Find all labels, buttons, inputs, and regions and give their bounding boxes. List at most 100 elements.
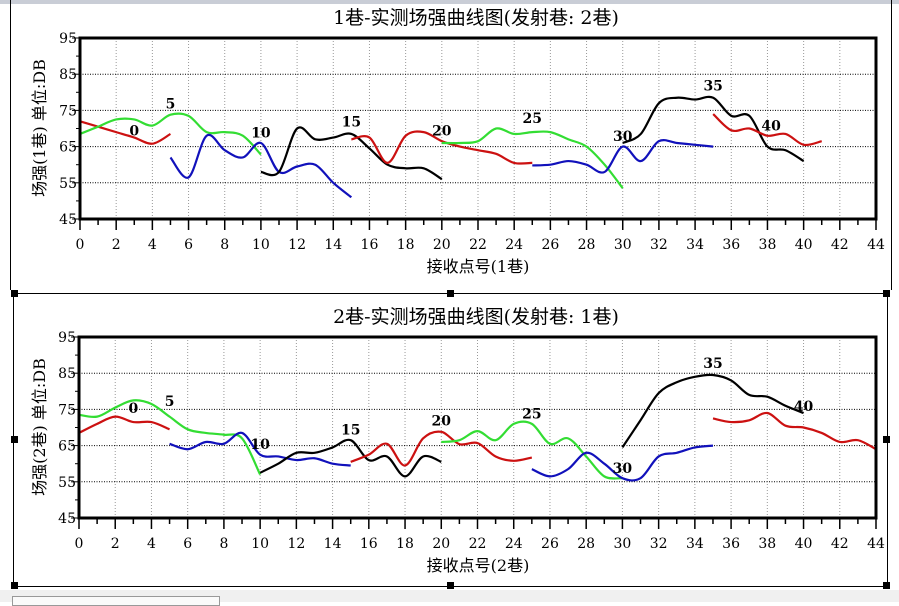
series-label-25: 25 xyxy=(522,406,541,422)
x-tick-label: 32 xyxy=(650,536,668,552)
x-tick-label: 34 xyxy=(686,237,704,253)
x-tick-label: 42 xyxy=(831,237,849,253)
series-line-5 xyxy=(79,112,262,156)
x-tick-label: 8 xyxy=(220,237,229,253)
x-tick-label: 0 xyxy=(76,237,85,253)
x-tick-label: 26 xyxy=(541,536,559,552)
sheet-tab[interactable] xyxy=(12,596,220,606)
x-tick-label: 34 xyxy=(686,536,704,552)
x-tick-label: 22 xyxy=(469,536,487,552)
series-line-40 xyxy=(712,411,877,451)
x-tick-label: 28 xyxy=(577,536,595,552)
x-tick-label: 6 xyxy=(183,536,192,552)
chart-2: 0 2 4 6 8 10 12 14 16 18 20 22 24 26 28 30 32 34 36 38 40 42 4… xyxy=(58,330,885,552)
series-line-15 xyxy=(260,126,443,181)
resize-handle-right[interactable] xyxy=(883,436,890,443)
x-tick-label: 28 xyxy=(578,237,596,253)
x-tick-label: 40 xyxy=(795,237,813,253)
series-label-30: 30 xyxy=(613,461,633,477)
y-tick-label: 95 xyxy=(58,330,76,346)
chart-1-title: 1巷-实测场强曲线图(发射巷: 2巷) xyxy=(333,7,619,29)
chart-1-x-axis-label: 接收点号(1巷) xyxy=(426,257,530,276)
series-label-20: 20 xyxy=(432,414,452,430)
plot-area-border xyxy=(77,335,878,520)
y-tick-label: 85 xyxy=(58,366,76,382)
x-tick-label: 38 xyxy=(758,536,776,552)
resize-handle-top-right[interactable] xyxy=(883,290,890,297)
y-tick-label: 65 xyxy=(58,439,76,455)
series-line-30 xyxy=(531,444,714,482)
chart-2-title: 2巷-实测场强曲线图(发射巷: 1巷) xyxy=(333,306,619,328)
x-tick-label: 44 xyxy=(867,536,885,552)
resize-handle-bottom-left[interactable] xyxy=(11,582,18,589)
resize-handle-top-left[interactable] xyxy=(11,290,18,297)
x-tick-label: 42 xyxy=(831,536,849,552)
x-tick-label: 2 xyxy=(111,536,120,552)
series-line-25 xyxy=(441,127,624,189)
x-tick-label: 20 xyxy=(433,237,451,253)
chart-1-frame[interactable] xyxy=(10,0,892,290)
x-tick-label: 12 xyxy=(288,237,306,253)
series-line-20 xyxy=(350,430,533,467)
chart-2-x-axis-label: 接收点号(2巷) xyxy=(426,556,530,575)
x-tick-label: 44 xyxy=(867,237,885,253)
series-line-10 xyxy=(169,431,351,467)
y-tick-label: 55 xyxy=(58,475,76,491)
x-tick-label: 6 xyxy=(184,237,193,253)
resize-handle-top[interactable] xyxy=(447,290,454,297)
resize-handle-bottom[interactable] xyxy=(447,582,454,589)
x-tick-label: 8 xyxy=(219,536,228,552)
x-tick-label: 30 xyxy=(613,536,631,552)
x-tick-label: 36 xyxy=(722,536,740,552)
series-label-35: 35 xyxy=(703,78,722,94)
series-label-10: 10 xyxy=(250,437,270,453)
series-line-20 xyxy=(351,130,533,165)
series-line-35 xyxy=(621,373,804,449)
y-tick-label: 45 xyxy=(59,212,77,228)
x-tick-label: 10 xyxy=(251,536,269,552)
series-label-15: 15 xyxy=(341,423,360,439)
x-tick-label: 14 xyxy=(324,237,342,253)
x-tick-label: 12 xyxy=(287,536,305,552)
series-label-40: 40 xyxy=(794,399,814,415)
x-tick-label: 32 xyxy=(650,237,668,253)
x-tick-label: 16 xyxy=(360,536,378,552)
x-tick-label: 4 xyxy=(147,536,156,552)
y-tick-label: 45 xyxy=(58,511,76,527)
series-label-10: 10 xyxy=(251,126,271,142)
y-tick-label: 85 xyxy=(59,67,77,83)
y-tick-label: 75 xyxy=(59,103,77,119)
y-tick-label: 75 xyxy=(58,402,76,418)
series-line-0 xyxy=(78,415,170,434)
series-label-35: 35 xyxy=(703,356,722,372)
status-area xyxy=(0,590,899,602)
series-line-10 xyxy=(169,133,353,199)
series-label-0: 0 xyxy=(129,124,139,140)
series-label-5: 5 xyxy=(166,97,176,113)
resize-handle-left[interactable] xyxy=(11,436,18,443)
y-tick-label: 95 xyxy=(59,31,77,47)
x-tick-label: 24 xyxy=(505,536,523,552)
x-tick-label: 14 xyxy=(324,536,342,552)
x-tick-label: 0 xyxy=(75,536,84,552)
x-tick-label: 4 xyxy=(148,237,157,253)
x-tick-label: 16 xyxy=(361,237,379,253)
series-label-20: 20 xyxy=(432,124,452,140)
series-line-15 xyxy=(259,438,442,478)
x-tick-label: 24 xyxy=(505,237,523,253)
x-tick-label: 18 xyxy=(396,536,414,552)
x-tick-label: 2 xyxy=(112,237,121,253)
x-tick-label: 40 xyxy=(795,536,813,552)
x-tick-label: 26 xyxy=(541,237,559,253)
y-tick-label: 65 xyxy=(59,140,77,156)
series-label-40: 40 xyxy=(761,118,781,134)
x-tick-label: 22 xyxy=(469,237,487,253)
x-tick-label: 30 xyxy=(614,237,632,253)
x-tick-label: 10 xyxy=(252,237,270,253)
series-line-30 xyxy=(532,138,714,174)
resize-handle-bottom-right[interactable] xyxy=(883,582,890,589)
series-label-25: 25 xyxy=(523,111,542,127)
series-line-25 xyxy=(441,420,623,480)
series-label-0: 0 xyxy=(128,401,138,417)
